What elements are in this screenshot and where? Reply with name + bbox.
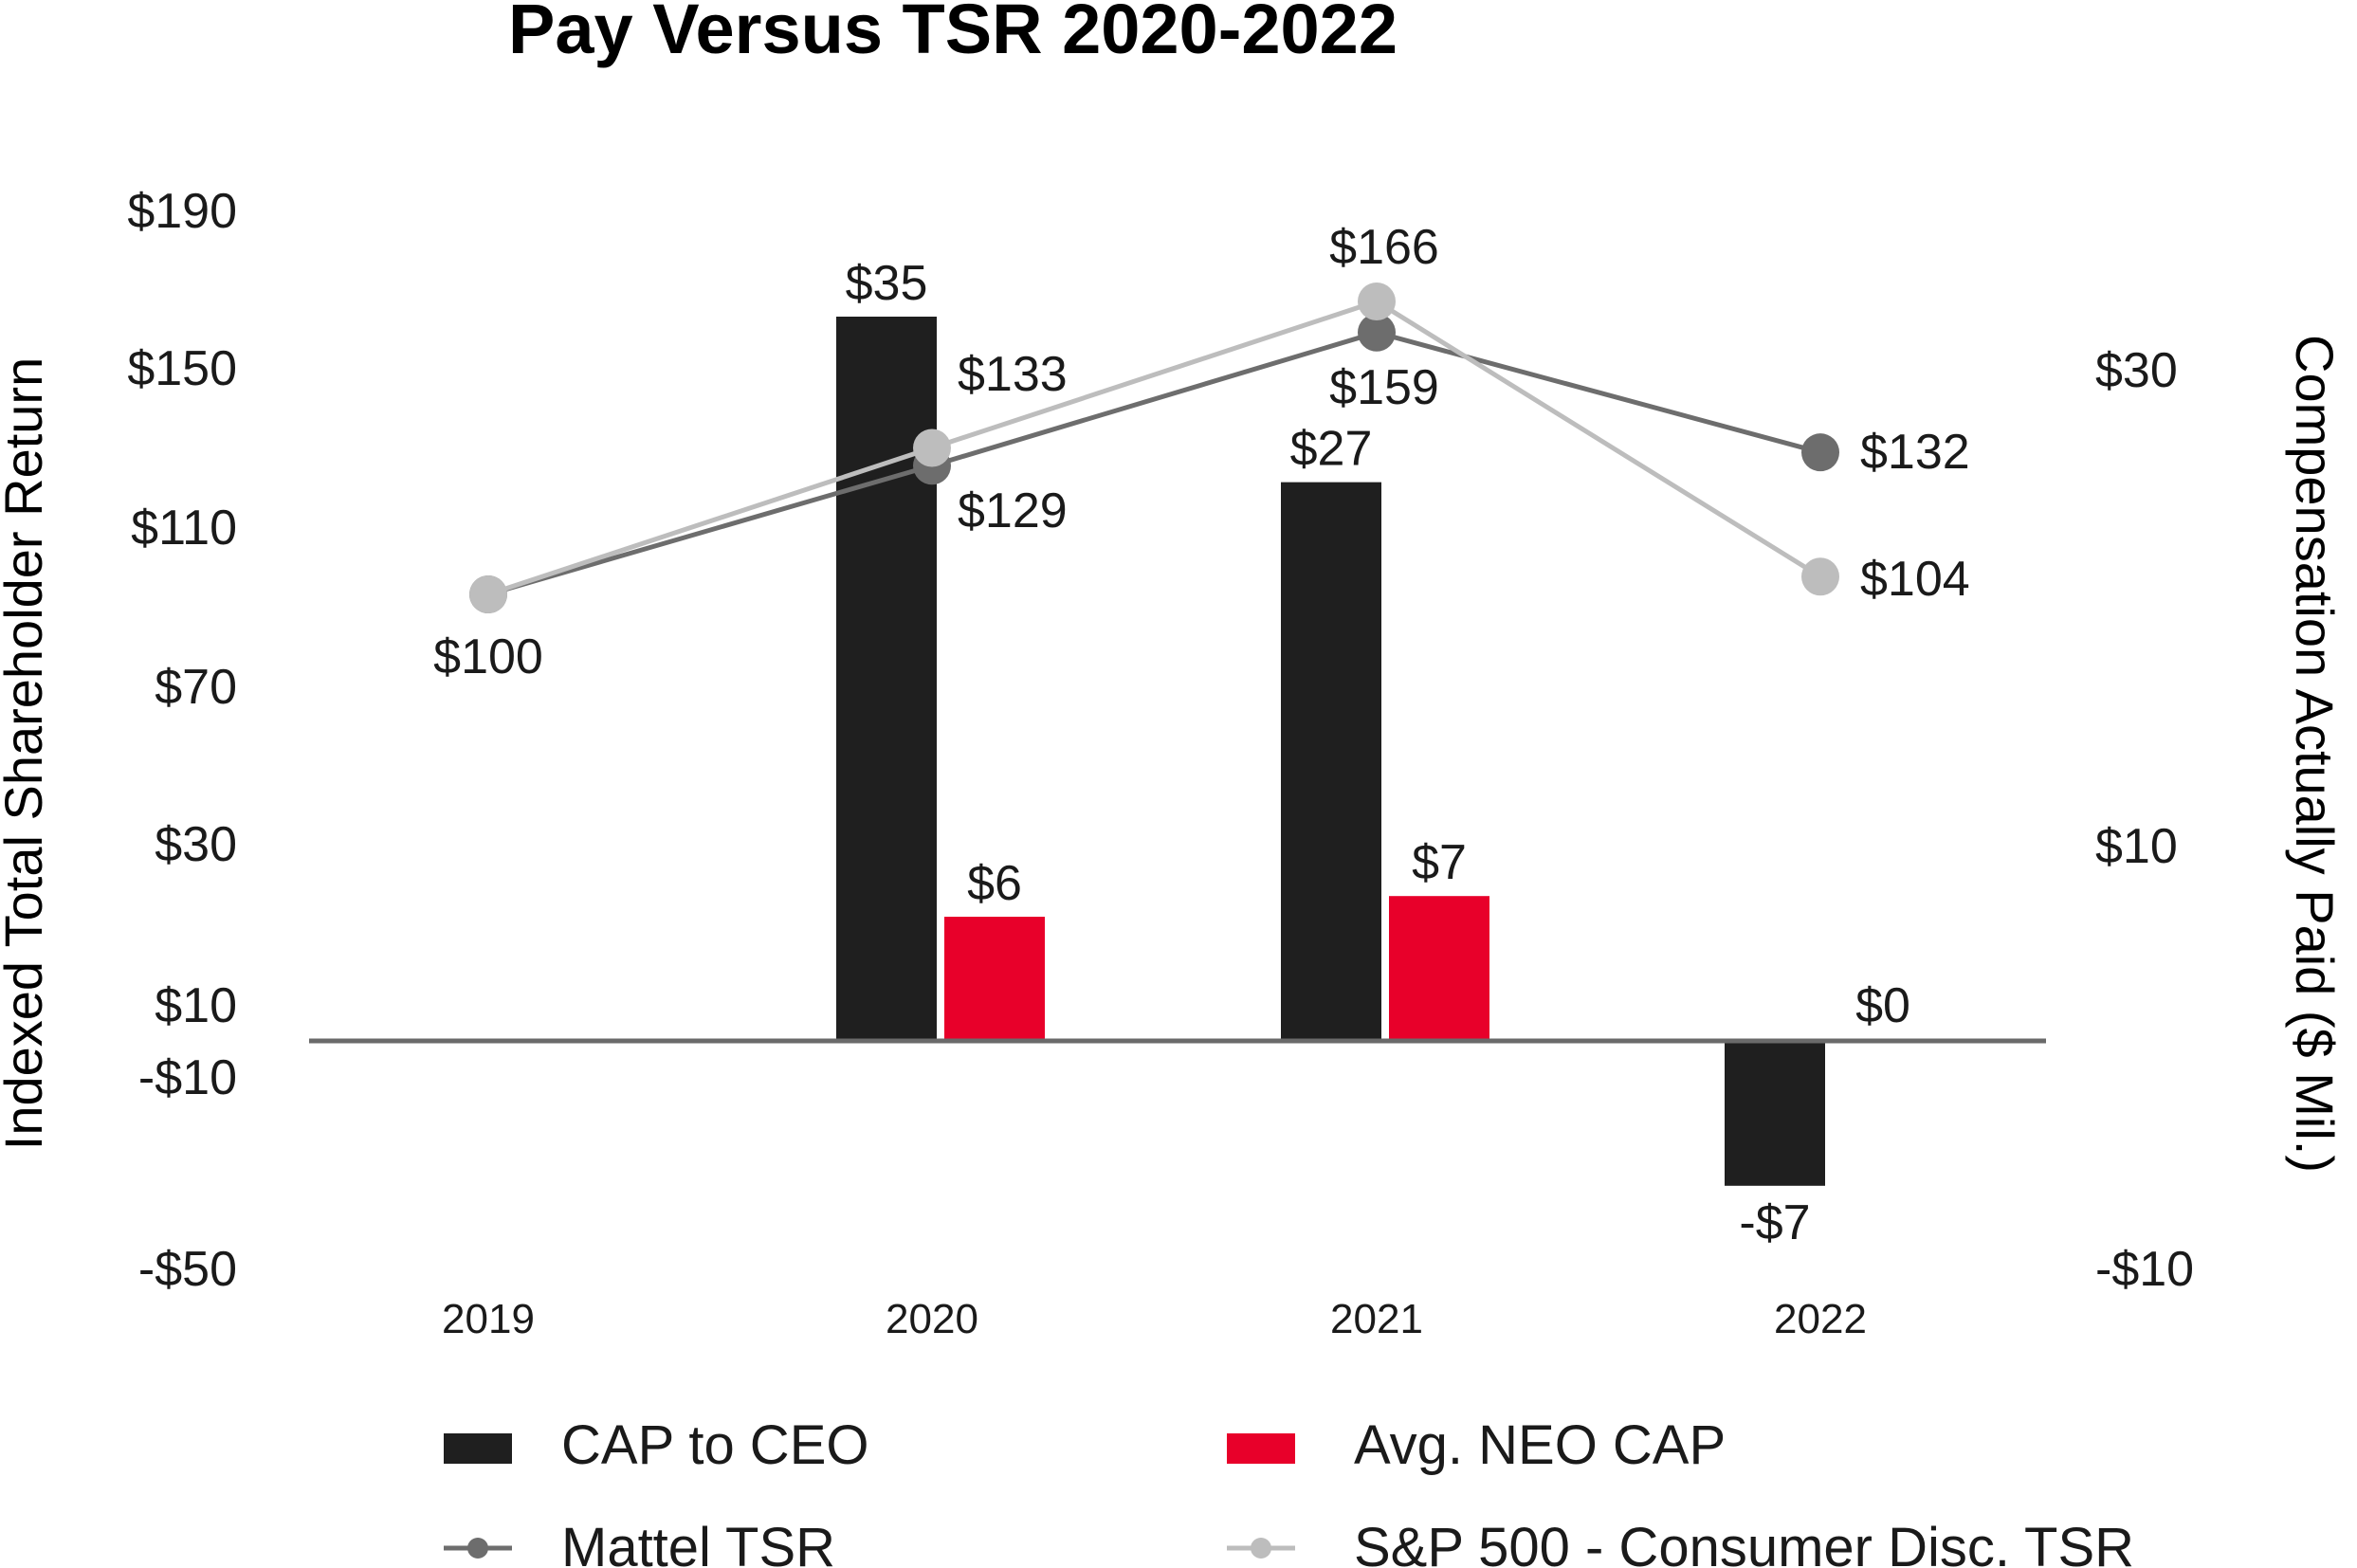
- label-mattel-tsr-2019: $100: [433, 629, 543, 684]
- bar-cap-to-ceo-2021: [1281, 482, 1381, 1042]
- label-cap-to-ceo-2021: $27: [1290, 422, 1373, 477]
- left-tick-110: $110: [131, 501, 237, 556]
- point-s-p-500-consumer-disc-tsr-2021: [1358, 283, 1396, 320]
- right-axis-ticks: $30 $10 -$10: [2095, 343, 2194, 1297]
- line-mattel-tsr: [487, 330, 1821, 597]
- label-s-p-500-consumer-disc-tsr-2020: $133: [958, 347, 1068, 402]
- legend: CAP to CEO Avg. NEO CAP Mattel TSR S&P 5…: [444, 1414, 2134, 1568]
- x-tick-2019: 2019: [442, 1296, 535, 1342]
- point-s-p-500-consumer-disc-tsr-2019: [469, 575, 507, 613]
- right-tick-30: $30: [2095, 343, 2178, 398]
- left-tick-190: $190: [127, 184, 237, 239]
- label-cap-to-ceo-2020: $35: [846, 256, 928, 311]
- legend-swatch-cap-to-ceo: [444, 1433, 512, 1464]
- label-avg-neo-cap-2022: $0: [1855, 978, 1910, 1033]
- label-s-p-500-consumer-disc-tsr-2022: $104: [1860, 552, 1970, 607]
- left-tick-70: $70: [155, 660, 237, 715]
- label-mattel-tsr-2022: $132: [1860, 425, 1970, 480]
- bar-avg-neo-cap-2021: [1389, 896, 1489, 1041]
- lines-layer: [469, 283, 1839, 613]
- left-tick-10: -$10: [138, 1050, 237, 1105]
- bar-avg-neo-cap-2020: [944, 917, 1045, 1041]
- x-axis-ticks: 2019 2020 2021 2022: [442, 1296, 1867, 1342]
- right-tick-10: -$10: [2095, 1242, 2194, 1297]
- label-avg-neo-cap-2020: $6: [967, 856, 1022, 911]
- line-s-p-500-consumer-disc-tsr: [487, 299, 1822, 597]
- legend-label-mattel-tsr: Mattel TSR: [561, 1517, 835, 1568]
- left-axis-title: Indexed Total Shareholder Return: [0, 357, 53, 1150]
- legend-swatch-avg-neo-cap: [1227, 1433, 1295, 1464]
- left-tick-30: $30: [155, 817, 237, 872]
- legend-marker-mattel-tsr: [467, 1538, 488, 1559]
- left-tick-150: $150: [127, 341, 237, 396]
- left-tick-10: $10: [155, 978, 237, 1033]
- label-s-p-500-consumer-disc-tsr-2021: $166: [1329, 220, 1439, 275]
- left-tick-50: -$50: [138, 1242, 237, 1297]
- bar-cap-to-ceo-2022: [1725, 1041, 1825, 1186]
- legend-label-sp500-tsr: S&P 500 - Consumer Disc. TSR: [1354, 1517, 2134, 1568]
- legend-marker-sp500-tsr: [1251, 1538, 1271, 1559]
- left-axis-ticks: $190 $150 $110 $70 $30 $10 -$10 -$50: [127, 184, 237, 1297]
- legend-label-avg-neo-cap: Avg. NEO CAP: [1354, 1414, 1726, 1476]
- x-tick-2020: 2020: [886, 1296, 978, 1342]
- x-tick-2021: 2021: [1330, 1296, 1423, 1342]
- chart-title: Pay Versus TSR 2020-2022: [508, 0, 1398, 68]
- point-mattel-tsr-2022: [1801, 433, 1839, 472]
- bar-cap-to-ceo-2020: [836, 317, 937, 1041]
- point-mattel-tsr-2021: [1358, 313, 1396, 352]
- point-s-p-500-consumer-disc-tsr-2020: [913, 428, 951, 467]
- right-axis-title: Compensation Actually Paid ($ Mil.): [2285, 335, 2345, 1173]
- label-mattel-tsr-2021: $159: [1329, 360, 1439, 415]
- point-s-p-500-consumer-disc-tsr-2022: [1801, 557, 1839, 596]
- label-cap-to-ceo-2022: -$7: [1739, 1195, 1810, 1250]
- x-tick-2022: 2022: [1774, 1296, 1867, 1342]
- label-mattel-tsr-2020: $129: [958, 483, 1068, 538]
- right-tick-10: $10: [2095, 819, 2178, 874]
- label-avg-neo-cap-2021: $7: [1412, 835, 1467, 890]
- legend-label-cap-to-ceo: CAP to CEO: [561, 1414, 869, 1476]
- data-labels-layer: $35 $27 -$7 $6 $7 $0 $100 $129 $159 $132 $133 $166 $…: [433, 220, 1970, 1250]
